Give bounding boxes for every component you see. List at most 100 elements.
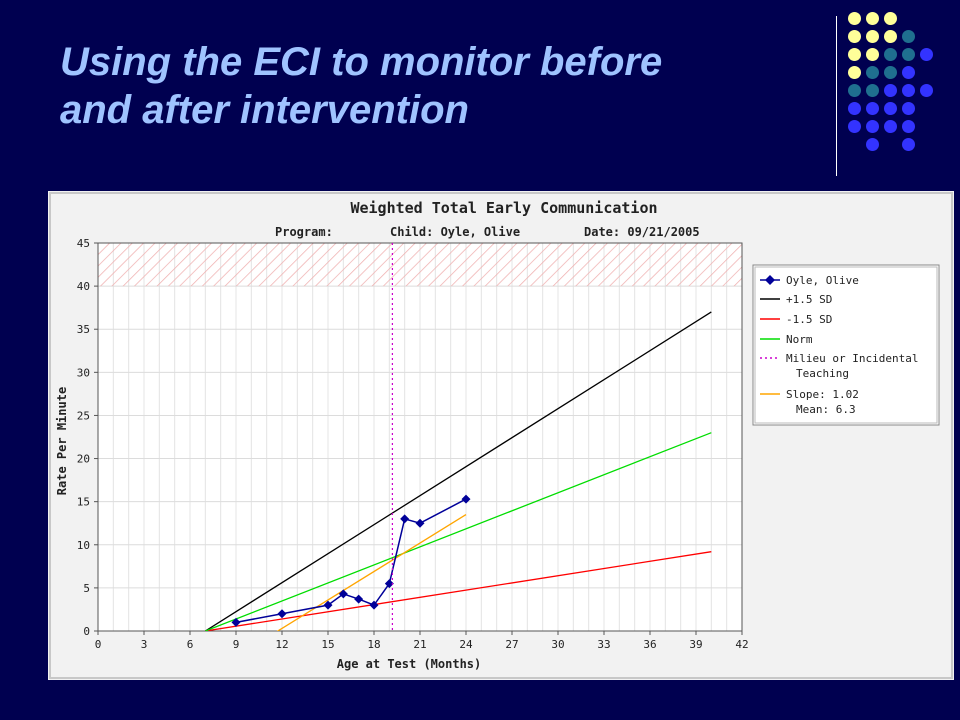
x-axis-label: Age at Test (Months)	[337, 657, 482, 671]
x-tick-label: 42	[735, 638, 748, 651]
y-axis-label: Rate Per Minute	[55, 387, 69, 495]
data-point-marker	[354, 594, 364, 604]
decorative-dot	[848, 30, 861, 43]
series-line-3	[205, 432, 712, 631]
decorative-dot	[848, 12, 861, 25]
series-line-2	[205, 551, 712, 631]
legend-label-oyle: Oyle, Olive	[786, 274, 859, 287]
legend-label-mean: Mean: 6.3	[796, 403, 856, 416]
data-point-marker	[461, 494, 471, 504]
legend-label-norm: Norm	[786, 333, 813, 346]
hatched-band	[98, 243, 742, 287]
y-tick-label: 15	[77, 496, 90, 509]
decorative-dot	[884, 120, 897, 133]
x-tick-label: 39	[689, 638, 702, 651]
legend-box	[752, 264, 940, 426]
decorative-dot	[884, 30, 897, 43]
x-tick-label: 12	[275, 638, 288, 651]
legend-item-milieu: Milieu or Incidental Teaching	[760, 352, 918, 380]
decorative-dot	[866, 102, 879, 115]
legend-item-norm: Norm	[760, 333, 813, 346]
decorative-dot-grid	[848, 12, 948, 152]
y-tick-label: 20	[77, 453, 90, 466]
decorative-dot	[866, 84, 879, 97]
decorative-dot	[866, 12, 879, 25]
eci-chart: Weighted Total Early Communication Progr…	[49, 192, 953, 679]
decorative-dot	[920, 84, 933, 97]
diamond-marker-icon	[765, 275, 775, 285]
y-tick-label: 40	[77, 280, 90, 293]
y-tick-label: 25	[77, 409, 90, 422]
legend-item-minus-sd: -1.5 SD	[760, 313, 832, 326]
legend-label-slope: Slope: 1.02	[786, 388, 859, 401]
data-point-marker	[400, 514, 410, 524]
decorative-dot	[902, 84, 915, 97]
legend-item-slope: Slope: 1.02 Mean: 6.3	[760, 388, 859, 416]
decorative-dot	[866, 120, 879, 133]
decorative-divider	[836, 16, 837, 176]
y-tick-label: 5	[83, 582, 90, 595]
x-tick-label: 21	[413, 638, 426, 651]
chart-subtitle-date: Date: 09/21/2005	[584, 225, 700, 239]
y-tick-label: 30	[77, 366, 90, 379]
x-tick-label: 33	[597, 638, 610, 651]
x-tick-label: 9	[233, 638, 240, 651]
decorative-dot	[902, 102, 915, 115]
legend-label-milieu-line2: Teaching	[796, 367, 849, 380]
x-tick-label: 15	[321, 638, 334, 651]
decorative-dot	[902, 48, 915, 61]
decorative-dot	[848, 48, 861, 61]
x-tick-label: 18	[367, 638, 380, 651]
x-tick-label: 0	[95, 638, 102, 651]
x-tick-label: 3	[141, 638, 148, 651]
chart-panel: Weighted Total Early Communication Progr…	[48, 191, 954, 680]
decorative-dot	[902, 30, 915, 43]
decorative-dot	[920, 48, 933, 61]
chart-title: Weighted Total Early Communication	[350, 199, 657, 217]
decorative-dot	[866, 48, 879, 61]
x-tick-label: 36	[643, 638, 656, 651]
series-line-0	[235, 498, 467, 624]
decorative-dot	[848, 66, 861, 79]
decorative-dot	[884, 48, 897, 61]
data-point-marker	[415, 518, 425, 528]
x-tick-label: 30	[551, 638, 564, 651]
plot-area: 0 3 6 9 12 15 18 21 24 27 30 33 36 39 4205101520253035…	[77, 237, 749, 651]
legend: Oyle, Olive +1.5 SD -1.5 SD Norm Milieu …	[752, 264, 940, 426]
x-tick-label: 6	[187, 638, 194, 651]
decorative-dot	[848, 84, 861, 97]
legend-label-milieu: Milieu or Incidental	[786, 352, 918, 365]
legend-item-plus-sd: +1.5 SD	[760, 293, 832, 306]
legend-label-plus-sd: +1.5 SD	[786, 293, 832, 306]
decorative-dot	[902, 120, 915, 133]
series-line-4	[276, 514, 467, 631]
decorative-dot	[902, 66, 915, 79]
y-tick-label: 35	[77, 323, 90, 336]
y-tick-label: 45	[77, 237, 90, 250]
series-line-1	[204, 311, 712, 631]
legend-label-minus-sd: -1.5 SD	[786, 313, 832, 326]
decorative-dot	[866, 30, 879, 43]
chart-frame	[49, 192, 953, 679]
slide-title: Using the ECI to monitor before and afte…	[60, 38, 800, 134]
data-point-marker	[323, 600, 333, 610]
slide-title-line-2: and after intervention	[60, 88, 469, 132]
decorative-dot	[848, 102, 861, 115]
chart-subtitle-child: Child: Oyle, Olive	[390, 225, 520, 239]
data-point-marker	[231, 617, 241, 627]
legend-item-oyle: Oyle, Olive	[760, 274, 859, 287]
y-tick-label: 0	[83, 625, 90, 638]
data-point-marker	[384, 579, 394, 589]
decorative-dot	[884, 84, 897, 97]
chart-subtitle-program: Program:	[275, 225, 333, 239]
x-tick-label: 24	[459, 638, 473, 651]
decorative-dot	[884, 12, 897, 25]
decorative-dot	[884, 102, 897, 115]
data-point-marker	[277, 609, 287, 619]
slide-title-line-1: Using the ECI to monitor before	[60, 40, 663, 84]
data-point-marker	[338, 589, 348, 599]
data-point-marker	[369, 600, 379, 610]
decorative-dot	[866, 138, 879, 151]
decorative-dot	[866, 66, 879, 79]
decorative-dot	[848, 120, 861, 133]
